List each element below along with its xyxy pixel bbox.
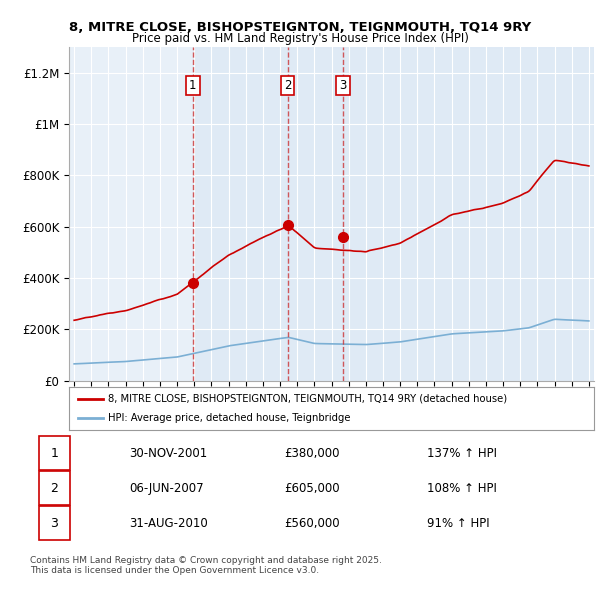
Text: HPI: Average price, detached house, Teignbridge: HPI: Average price, detached house, Teig… <box>109 413 351 423</box>
FancyBboxPatch shape <box>40 471 70 505</box>
Text: £560,000: £560,000 <box>284 517 340 530</box>
Text: 8, MITRE CLOSE, BISHOPSTEIGNTON, TEIGNMOUTH, TQ14 9RY: 8, MITRE CLOSE, BISHOPSTEIGNTON, TEIGNMO… <box>69 21 531 34</box>
Text: £380,000: £380,000 <box>284 447 340 460</box>
Text: 108% ↑ HPI: 108% ↑ HPI <box>427 481 497 495</box>
Text: 137% ↑ HPI: 137% ↑ HPI <box>427 447 497 460</box>
FancyBboxPatch shape <box>40 506 70 540</box>
Text: 1: 1 <box>189 79 197 92</box>
Text: 1: 1 <box>50 447 58 460</box>
Text: 2: 2 <box>284 79 292 92</box>
Bar <box>193 47 287 381</box>
Text: Price paid vs. HM Land Registry's House Price Index (HPI): Price paid vs. HM Land Registry's House … <box>131 32 469 45</box>
Text: 30-NOV-2001: 30-NOV-2001 <box>130 447 208 460</box>
Bar <box>287 47 343 381</box>
Bar <box>343 47 594 381</box>
Text: 3: 3 <box>340 79 347 92</box>
FancyBboxPatch shape <box>40 437 70 470</box>
Text: 3: 3 <box>50 517 58 530</box>
Text: 06-JUN-2007: 06-JUN-2007 <box>130 481 204 495</box>
Text: £605,000: £605,000 <box>284 481 340 495</box>
Text: 91% ↑ HPI: 91% ↑ HPI <box>427 517 490 530</box>
Text: 8, MITRE CLOSE, BISHOPSTEIGNTON, TEIGNMOUTH, TQ14 9RY (detached house): 8, MITRE CLOSE, BISHOPSTEIGNTON, TEIGNMO… <box>109 394 508 404</box>
Text: Contains HM Land Registry data © Crown copyright and database right 2025.
This d: Contains HM Land Registry data © Crown c… <box>30 556 382 575</box>
Text: 31-AUG-2010: 31-AUG-2010 <box>130 517 208 530</box>
Text: 2: 2 <box>50 481 58 495</box>
